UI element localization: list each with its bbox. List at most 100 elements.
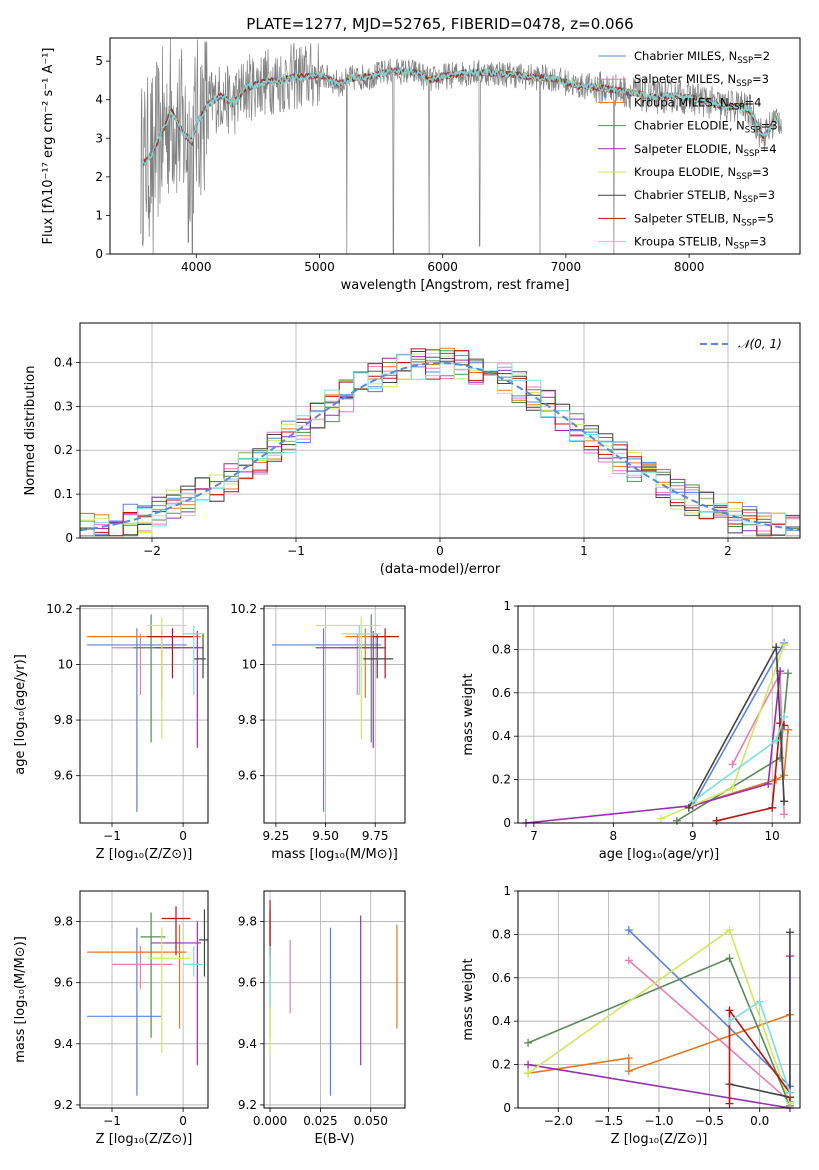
y-tick-label: 10 bbox=[58, 657, 73, 671]
legend-subscript: SSP bbox=[742, 195, 758, 205]
y-axis-label: mass weight bbox=[461, 958, 476, 1040]
legend-count: =4 bbox=[760, 142, 777, 156]
y-tick-label: 4 bbox=[95, 93, 103, 107]
y-tick-label: 0.2 bbox=[492, 1058, 511, 1072]
model-spectrum-kroupa-stelib bbox=[141, 65, 779, 168]
y-tick-label: 9.2 bbox=[238, 1098, 257, 1112]
weight-marker-salpeter-stelib bbox=[768, 803, 777, 812]
x-tick-label: 10 bbox=[765, 829, 780, 843]
x-axis-label: mass [log₁₀(M/M⊙)] bbox=[271, 847, 398, 862]
y-axis-label: Flux [fλ10⁻¹⁷ erg cm⁻² s⁻¹ A⁻¹] bbox=[41, 48, 56, 245]
axes-frame bbox=[109, 37, 801, 255]
weight-marker-chabrier-elodie bbox=[784, 669, 793, 678]
legend-text: Chabrier STELIB, N bbox=[634, 188, 742, 202]
weight-marker-kroupa-miles bbox=[780, 771, 789, 780]
legend-entry-kroupa-miles: Kroupa MILES, NSSP=4 bbox=[634, 95, 761, 112]
y-tick-label: 0.8 bbox=[492, 927, 511, 941]
weight-line-kroupa-miles bbox=[527, 1013, 791, 1075]
weight-line-kroupa-miles bbox=[692, 729, 789, 807]
model-spectrum-salpeter-stelib bbox=[141, 66, 779, 168]
weight-marker-kroupa-stelib bbox=[785, 1088, 794, 1097]
weight-marker-salpeter-elodie bbox=[764, 779, 773, 788]
x-tick-label: −2.0 bbox=[544, 1114, 573, 1128]
weight-marker-chabrier-elodie bbox=[725, 954, 734, 963]
histogram-salpeter-stelib bbox=[80, 348, 800, 537]
x-tick-label: −1 bbox=[103, 829, 121, 843]
y-tick-label: 0.3 bbox=[54, 399, 73, 413]
weight-marker-chabrier-stelib bbox=[780, 797, 789, 806]
legend-entry-kroupa-elodie: Kroupa ELODIE, NSSP=3 bbox=[634, 165, 769, 182]
panel-mass_vs_Z: −1 0 9.2 9.4 9.6 9.8 Z [log₁₀(Z/Z⊙)] mass [log₁… bbox=[13, 890, 209, 1147]
y-tick-label: 0.8 bbox=[492, 642, 511, 656]
y-tick-label: 9.6 bbox=[54, 976, 73, 990]
x-tick-label: 9.75 bbox=[362, 829, 389, 843]
legend-text: Kroupa ELODIE, N bbox=[634, 165, 736, 179]
x-axis-label: age [log₁₀(age/yr)] bbox=[599, 847, 720, 862]
y-tick-label: 9.8 bbox=[238, 915, 257, 929]
weight-marker-salpeter-miles bbox=[728, 760, 737, 769]
y-tick-label: 10 bbox=[242, 657, 257, 671]
errorbars-mass_vs_ebv bbox=[269, 900, 398, 1096]
x-tick-label: −1 bbox=[287, 544, 305, 558]
figure-title: PLATE=1277, MJD=52765, FIBERID=0478, z=0… bbox=[246, 15, 633, 33]
weight-marker-chabrier-stelib bbox=[684, 803, 693, 812]
legend-subscript: SSP bbox=[734, 242, 750, 252]
y-tick-label: 3 bbox=[95, 131, 103, 145]
legend-subscript: SSP bbox=[741, 218, 757, 228]
x-tick-label: 5000 bbox=[304, 260, 335, 274]
x-tick-label: −1.0 bbox=[644, 1114, 673, 1128]
panel-mass_vs_ebv: 0.000 0.025 0.050 9.2 9.4 9.6 9.8 E(B-V) bbox=[238, 890, 406, 1147]
legend-count: =3 bbox=[752, 165, 769, 179]
x-tick-label: 1 bbox=[580, 544, 588, 558]
x-tick-label: 7 bbox=[530, 829, 538, 843]
weight-marker-kroupa-stelib bbox=[688, 797, 697, 806]
x-tick-label: 4000 bbox=[181, 260, 212, 274]
observed-spectrum bbox=[140, 38, 782, 254]
axes-frame bbox=[79, 890, 209, 1109]
weight-lines-weight_vs_age bbox=[521, 638, 793, 827]
y-tick-label: 9.8 bbox=[54, 713, 73, 727]
y-tick-label: 0.2 bbox=[492, 773, 511, 787]
panel-weight_vs_Z: −2.0 −1.5 −1.0 −0.5 0.0 0 0.2 0.4 0.6 0.8 1 Z [log₁… bbox=[461, 884, 801, 1147]
legend-text: Chabrier MILES, N bbox=[634, 49, 737, 63]
x-tick-label: −0.5 bbox=[695, 1114, 724, 1128]
x-tick-label: 9 bbox=[689, 829, 697, 843]
weight-marker-chabrier-elodie bbox=[524, 1038, 533, 1047]
legend-entry-chabrier-stelib: Chabrier STELIB, NSSP=3 bbox=[634, 188, 775, 205]
y-axis-label: mass [log₁₀(M/M⊙)] bbox=[13, 936, 28, 1063]
legend-subscript: SSP bbox=[737, 56, 753, 66]
legend-entry-chabrier-elodie: Chabrier ELODIE, NSSP=3 bbox=[634, 119, 778, 136]
legend-count: =3 bbox=[749, 235, 766, 249]
x-axis-label: Z [log₁₀(Z/Z⊙)] bbox=[611, 1132, 708, 1147]
y-tick-label: 9.8 bbox=[238, 713, 257, 727]
legend-subscript: SSP bbox=[745, 126, 761, 136]
x-tick-label: 8000 bbox=[674, 260, 705, 274]
histogram-group bbox=[80, 347, 800, 537]
weight-marker-salpeter-elodie bbox=[524, 1060, 533, 1069]
weight-line-chabrier-miles bbox=[628, 929, 791, 1087]
legend-entry-salpeter-miles: Salpeter MILES, NSSP=3 bbox=[634, 72, 769, 89]
legend-text: Kroupa MILES, N bbox=[634, 95, 729, 109]
weight-marker-kroupa-stelib bbox=[755, 997, 764, 1006]
x-tick-label: 9.25 bbox=[263, 829, 290, 843]
legend-text: Salpeter STELIB, N bbox=[634, 211, 741, 225]
weight-marker-salpeter-stelib bbox=[725, 1006, 734, 1015]
x-tick-label: 9.50 bbox=[312, 829, 339, 843]
weight-line-salpeter-elodie bbox=[525, 671, 781, 824]
legend-count: =3 bbox=[761, 119, 778, 133]
x-tick-label: 7000 bbox=[551, 260, 582, 274]
y-tick-label: 1 bbox=[503, 884, 511, 898]
spectrum-data-group bbox=[140, 38, 782, 254]
y-tick-label: 0 bbox=[503, 1101, 511, 1115]
y-tick-label: 10.2 bbox=[230, 602, 257, 616]
y-tick-label: 0.2 bbox=[54, 443, 73, 457]
weight-marker-chabrier-stelib bbox=[772, 643, 781, 652]
histogram-chabrier-stelib bbox=[80, 349, 800, 537]
y-tick-label: 1 bbox=[503, 599, 511, 613]
y-axis-label: Normed distribution bbox=[23, 366, 38, 496]
axes-frame bbox=[263, 605, 406, 824]
legend-entry-salpeter-stelib: Salpeter STELIB, NSSP=5 bbox=[634, 211, 774, 228]
weight-marker-kroupa-stelib bbox=[780, 712, 789, 721]
